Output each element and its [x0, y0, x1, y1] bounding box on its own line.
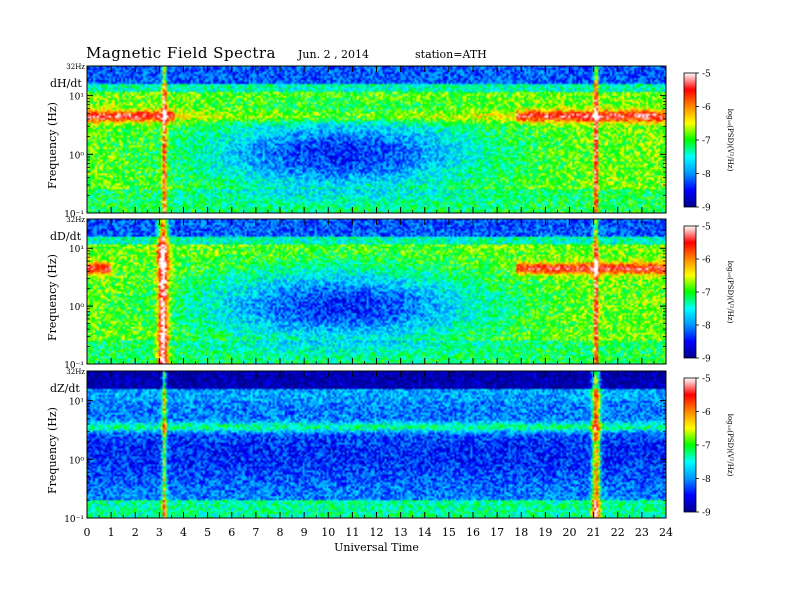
x-axis-label: Universal Time [334, 541, 419, 554]
y-top-label: 32Hz [66, 216, 85, 224]
x-tick-label: 12 [370, 526, 384, 539]
spectrogram-panel-1: 10⁻¹ 10⁰ 10¹ 32Hz dH/dt Frequency (Hz) [46, 63, 667, 220]
y-top-label: 32Hz [66, 63, 85, 71]
spectrogram-panel-3: 10⁻¹ 10⁰ 10¹ 32Hz dZ/dt Frequency (Hz) [46, 368, 667, 525]
page-title: Magnetic Field Spectra [86, 44, 276, 62]
x-tick-label: 22 [611, 526, 625, 539]
x-tick-label: 14 [418, 526, 432, 539]
x-tick-label: 23 [635, 526, 649, 539]
component-label: dZ/dt [50, 382, 80, 395]
colorbar-tick-label: -5 [702, 375, 711, 385]
x-tick-label: 2 [132, 526, 139, 539]
y-tick-label: 10⁻¹ [64, 515, 84, 525]
y-tick-label: 10⁰ [69, 303, 84, 313]
colorbar-1: -5 -6 -7 -8 -9 log₁₀(PSD)(V²/Hz) [683, 70, 734, 214]
colorbar-tick-label: -8 [702, 322, 711, 332]
y-tick-label: 10⁰ [69, 456, 84, 466]
component-label: dD/dt [50, 230, 82, 243]
y-tick-label: 10⁻¹ [64, 361, 84, 371]
y-axis-label: Frequency (Hz) [46, 102, 59, 189]
colorbar-scale [683, 72, 697, 208]
x-tick-label: 6 [228, 526, 235, 539]
x-tick-label: 4 [180, 526, 187, 539]
x-tick-label: 0 [84, 526, 91, 539]
colorbar-scale [683, 377, 697, 513]
colorbar-label: log₁₀(PSD)(V²/Hz) [726, 261, 734, 324]
colorbar-tick-label: -6 [702, 256, 711, 266]
y-axis-label: Frequency (Hz) [46, 407, 59, 494]
y-axis-label: Frequency (Hz) [46, 254, 59, 341]
station-label: station=ATH [415, 48, 487, 61]
y-tick-label: 10¹ [69, 398, 84, 408]
colorbar-tick-label: -7 [702, 137, 711, 147]
colorbar-tick-label: -6 [702, 408, 711, 418]
colorbar-scale [683, 225, 697, 359]
colorbar-2: -5 -6 -7 -8 -9 log₁₀(PSD)(V²/Hz) [683, 223, 734, 365]
x-tick-label: 1 [108, 526, 115, 539]
spectrogram-image [87, 219, 666, 364]
colorbar-tick-label: -9 [702, 509, 711, 519]
colorbar-tick-label: -5 [702, 223, 711, 233]
x-tick-label: 5 [204, 526, 211, 539]
y-tick-label: 10⁻¹ [64, 210, 84, 220]
x-tick-label: 11 [345, 526, 359, 539]
colorbar-group: -5 -6 -7 -8 -9 log₁₀(PSD)(V²/Hz) -5 -6 -7 -8 -9 log… [683, 70, 734, 519]
x-tick-label: 10 [321, 526, 335, 539]
colorbar-label: log₁₀(PSD)(V²/Hz) [726, 109, 734, 172]
y-tick-label: 10¹ [69, 93, 84, 103]
x-tick-label: 15 [442, 526, 456, 539]
x-tick-label: 7 [252, 526, 259, 539]
spectrogram-panel-2: 10⁻¹ 10⁰ 10¹ 32Hz dD/dt Frequency (Hz) [46, 216, 667, 371]
x-tick-label: 13 [394, 526, 408, 539]
colorbar-tick-label: -7 [702, 442, 711, 452]
x-tick-label: 3 [156, 526, 163, 539]
y-top-label: 32Hz [66, 368, 85, 376]
x-tick-label: 8 [277, 526, 284, 539]
colorbar-tick-label: -8 [702, 475, 711, 485]
colorbar-label: log₁₀(PSD)(V²/Hz) [726, 414, 734, 477]
colorbar-tick-label: -8 [702, 170, 711, 180]
spectrogram-image [87, 371, 666, 518]
x-tick-label: 21 [587, 526, 601, 539]
colorbar-tick-label: -5 [702, 70, 711, 80]
y-tick-label: 10⁰ [69, 151, 84, 161]
colorbar-tick-label: -9 [702, 204, 711, 214]
x-tick-label: 24 [659, 526, 673, 539]
x-tick-label: 9 [301, 526, 308, 539]
x-tick-label: 16 [466, 526, 480, 539]
date-label: Jun. 2 , 2014 [298, 48, 370, 61]
colorbar-tick-label: -7 [702, 289, 711, 299]
x-tick-label: 19 [538, 526, 552, 539]
colorbar-tick-label: -9 [702, 355, 711, 365]
colorbar-3: -5 -6 -7 -8 -9 log₁₀(PSD)(V²/Hz) [683, 375, 734, 519]
component-label: dH/dt [50, 77, 82, 90]
x-tick-label: 17 [490, 526, 504, 539]
spectrogram-image [87, 66, 666, 213]
colorbar-tick-label: -6 [702, 103, 711, 113]
y-tick-label: 10¹ [69, 245, 84, 255]
x-tick-label: 18 [514, 526, 528, 539]
x-tick-label: 20 [563, 526, 577, 539]
